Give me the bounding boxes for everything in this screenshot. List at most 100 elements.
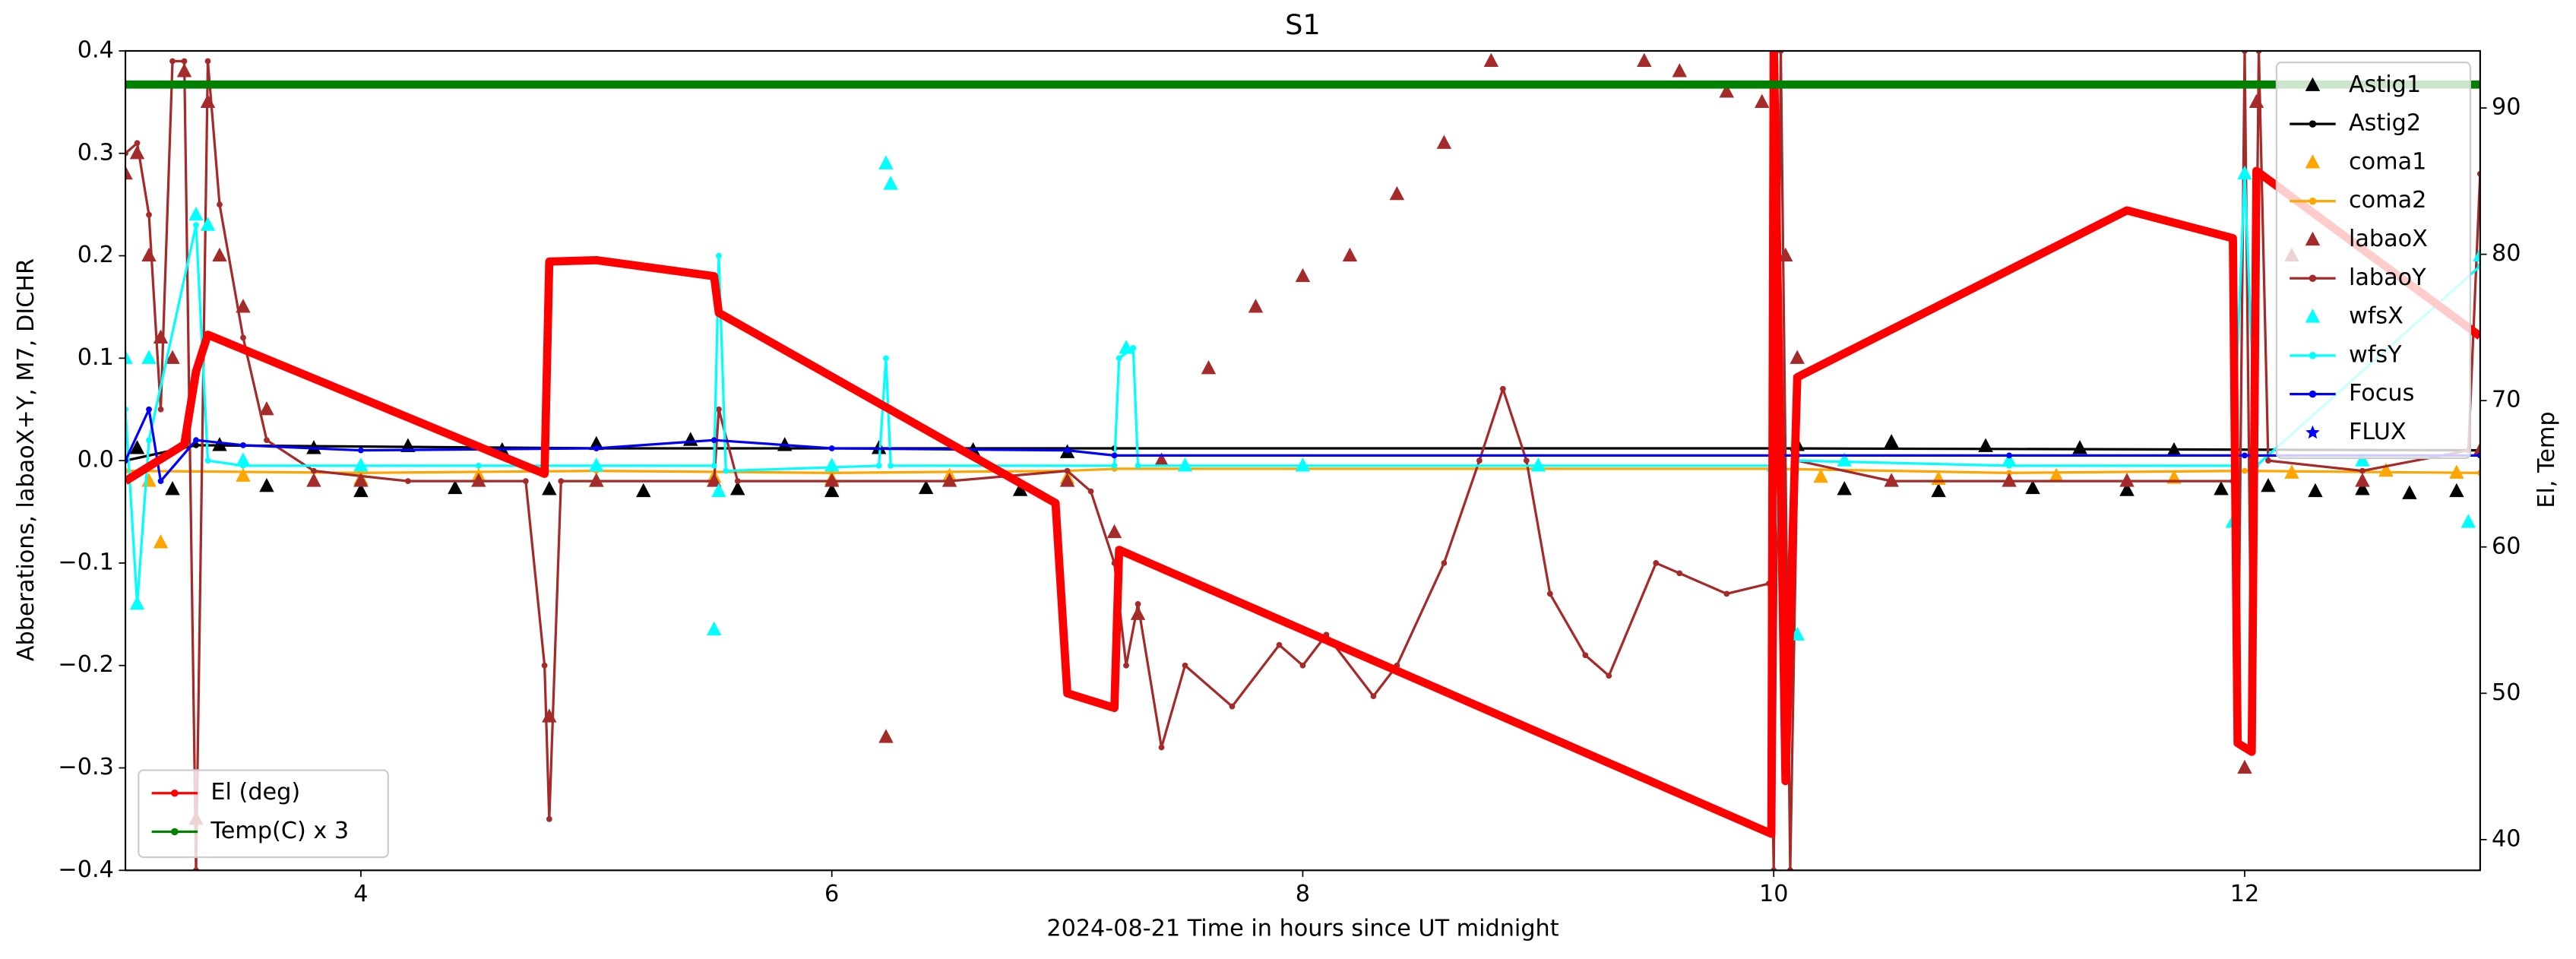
series-dot <box>1523 457 1530 464</box>
legend-marker <box>2305 154 2321 169</box>
y2-tick-label: 50 <box>2492 679 2521 706</box>
triangle-marker <box>2355 481 2370 495</box>
y-tick-label: 0.4 <box>78 36 114 63</box>
series-dot <box>2359 467 2366 474</box>
triangle-marker <box>2460 514 2476 528</box>
triangle-marker <box>683 432 698 446</box>
series-line <box>125 50 2480 838</box>
triangle-marker <box>2002 452 2017 467</box>
series-dot <box>1276 641 1283 648</box>
series-dot <box>204 457 211 464</box>
series-dot <box>1370 693 1377 700</box>
triangle-marker <box>141 247 157 262</box>
series-dot <box>169 58 176 65</box>
series-dot <box>888 462 894 469</box>
series-dot <box>1299 662 1306 669</box>
triangle-marker <box>2402 485 2417 499</box>
series-dot <box>1676 570 1683 577</box>
series-dot <box>2242 467 2248 474</box>
triangle-marker <box>236 467 251 482</box>
triangle-marker <box>1719 84 1734 98</box>
triangle-marker <box>883 176 898 190</box>
x-tick-label: 8 <box>1296 881 1310 907</box>
triangle-marker <box>589 435 604 451</box>
series-dot <box>1441 560 1448 566</box>
triangle-marker <box>129 144 145 160</box>
series-dot <box>240 462 246 469</box>
triangle-marker <box>1813 468 1828 483</box>
triangle-marker <box>1754 93 1770 108</box>
triangle-marker <box>2214 481 2229 495</box>
series-dot <box>1087 488 1094 495</box>
triangle-marker <box>1295 457 1311 472</box>
x-axis-label: 2024-08-21 Time in hours since UT midnig… <box>1046 916 1559 942</box>
series-dot <box>204 58 211 65</box>
legend-marker <box>171 828 179 836</box>
triangle-marker <box>707 621 722 636</box>
legend-marker <box>2309 120 2317 128</box>
x-tick-label: 6 <box>824 881 839 907</box>
triangle-marker <box>1248 299 1264 313</box>
triangle-marker <box>878 155 894 169</box>
triangle-marker <box>141 473 157 487</box>
legend-marker <box>2305 309 2321 323</box>
triangle-marker <box>448 480 463 495</box>
triangle-marker <box>1483 52 1499 68</box>
triangle-marker <box>730 481 745 495</box>
series-line <box>125 172 2480 636</box>
legend-label: Focus <box>2349 380 2414 407</box>
triangle-marker <box>1130 606 1146 620</box>
triangle-marker <box>353 457 369 472</box>
legend-marker <box>2309 274 2317 283</box>
triangle-marker <box>188 206 204 221</box>
legend-label: labaoX <box>2349 226 2428 252</box>
y2-tick-label: 70 <box>2492 387 2521 413</box>
triangle-marker <box>1012 482 1028 496</box>
series-dot <box>946 478 953 484</box>
legend-marker <box>171 789 179 797</box>
triangle-marker <box>2473 442 2480 457</box>
series-dot <box>1116 355 1122 362</box>
legend-marker <box>2309 197 2317 205</box>
triangle-marker <box>353 483 369 498</box>
plot-area <box>125 50 2480 871</box>
series-dot <box>875 462 882 469</box>
triangle-marker <box>259 400 274 416</box>
y-tick-label: 0.1 <box>78 344 114 371</box>
series-dot <box>1582 652 1589 659</box>
series-dot <box>240 442 246 448</box>
series-dot <box>157 478 164 484</box>
series-dot <box>716 252 722 259</box>
triangle-marker <box>2049 467 2064 482</box>
legend-label: labaoY <box>2349 264 2426 291</box>
y-tick-label: −0.3 <box>58 754 113 780</box>
series-dot <box>475 462 482 469</box>
triangle-marker <box>1837 481 1852 495</box>
x-tick-label: 4 <box>353 881 368 907</box>
series-dot <box>541 662 548 669</box>
series-dot <box>134 140 141 147</box>
triangle-marker <box>2237 759 2252 774</box>
legend-marker <box>2309 352 2317 359</box>
series-dot <box>2124 478 2130 484</box>
series-dot <box>716 406 722 413</box>
triangle-marker <box>824 473 840 487</box>
triangle-marker <box>918 480 934 495</box>
y-tick-label: 0.2 <box>78 242 114 268</box>
axes: 4 6 8 10 12 −0.4 −0.3 −0.2 −0.1 0.0 0.1 0.2 0.3 0.4 40… <box>58 36 2521 907</box>
y2-tick-label: 40 <box>2492 825 2521 852</box>
legend-marker <box>2305 425 2320 439</box>
series-dot <box>1064 447 1071 454</box>
series-dot <box>1182 662 1188 669</box>
legend-label: wfsY <box>2349 341 2402 368</box>
triangle-marker <box>711 483 726 498</box>
triangle-marker <box>2248 93 2264 108</box>
series-line <box>125 467 2480 474</box>
triangle-marker <box>1884 434 1899 448</box>
legend: El (deg) Temp(C) x 3 <box>138 769 389 859</box>
series-dot <box>710 462 717 469</box>
y-tick-label: 0.0 <box>78 447 114 473</box>
triangle-marker <box>306 473 321 487</box>
triangle-marker <box>2072 440 2087 454</box>
